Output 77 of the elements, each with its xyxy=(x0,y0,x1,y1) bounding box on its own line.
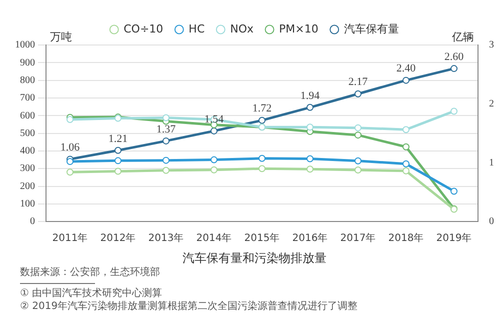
text: ② 2019年汽车污染物排放量测算根据第二次全国污染源普查情况进行了调整 xyxy=(20,300,359,313)
x-tick-label: 2016年 xyxy=(292,232,328,244)
data-label: 2.40 xyxy=(396,62,416,75)
y-tick-label: 400 xyxy=(20,146,35,157)
point xyxy=(210,166,218,174)
legend-label: PM×10 xyxy=(279,22,318,36)
point xyxy=(306,166,314,173)
point xyxy=(402,76,410,84)
x-tick-label: 2018年 xyxy=(388,232,424,244)
point xyxy=(354,90,362,98)
point xyxy=(114,146,122,154)
point xyxy=(402,167,410,174)
y-tick-label: 600 xyxy=(20,110,35,122)
point xyxy=(114,168,122,175)
text: ① 由中国汽车技术研究中心测算 xyxy=(20,287,164,300)
y-tick-label: 700 xyxy=(20,92,35,104)
legend-label: HC xyxy=(188,22,205,36)
x-tick-label: 2017年 xyxy=(340,232,376,244)
data-label: 2.17 xyxy=(348,76,368,88)
y2-tick-label: 0 xyxy=(489,216,494,228)
point xyxy=(450,188,458,195)
point xyxy=(306,104,314,111)
y2-tick-label: 2 xyxy=(489,98,494,110)
point xyxy=(162,166,170,174)
y-tick-label: 300 xyxy=(20,163,35,174)
data-label: 1.37 xyxy=(156,123,176,136)
x-tick-label: 2011年 xyxy=(52,232,88,244)
y-tick-label: 0 xyxy=(30,216,35,228)
point xyxy=(306,124,314,131)
data-label: 1.06 xyxy=(60,142,80,154)
data-label: 1.21 xyxy=(108,132,128,145)
source-note: 数据来源：公安部，生态环境部 xyxy=(20,266,161,279)
point xyxy=(210,127,218,134)
y-tick-label: 1000 xyxy=(15,40,35,51)
y-tick-label: 200 xyxy=(20,180,35,192)
y-tick-label: 100 xyxy=(20,198,35,210)
y2-tick-label: 3 xyxy=(489,40,494,51)
y2-axis-title: 亿辆 xyxy=(451,30,474,44)
data-label: 1.94 xyxy=(300,90,320,102)
point xyxy=(354,166,362,174)
legend-label: CO÷10 xyxy=(124,22,164,36)
legend-label: 汽车保有量 xyxy=(344,22,399,36)
point xyxy=(306,155,314,162)
y-axis-title: 万吨 xyxy=(50,30,72,44)
point xyxy=(450,65,458,72)
legend-label: NOx xyxy=(230,22,254,36)
point xyxy=(210,156,218,164)
data-label: 1.72 xyxy=(252,102,272,115)
y-tick-label: 900 xyxy=(20,57,35,68)
point xyxy=(354,132,362,139)
point xyxy=(402,160,410,168)
point xyxy=(402,126,410,134)
point xyxy=(66,116,74,124)
point xyxy=(258,154,266,162)
point xyxy=(258,116,266,124)
text: 汽车保有量和污染物排放量 xyxy=(182,250,326,265)
point xyxy=(162,114,170,122)
point xyxy=(162,137,170,144)
point xyxy=(354,124,362,132)
x-tick-label: 2014年 xyxy=(196,232,232,244)
point xyxy=(162,156,170,164)
point xyxy=(402,143,410,150)
y-tick-label: 500 xyxy=(20,128,35,139)
data-label: 1.54 xyxy=(204,113,224,126)
y2-tick-label: 1 xyxy=(489,157,494,168)
x-tick-label: 2019年 xyxy=(436,232,472,244)
point xyxy=(66,168,74,176)
point xyxy=(258,165,266,172)
x-tick-label: 2013年 xyxy=(148,232,184,244)
point xyxy=(66,158,74,166)
point xyxy=(354,157,362,164)
x-tick-label: 2012年 xyxy=(100,232,136,244)
y-tick-label: 800 xyxy=(20,74,35,86)
x-tick-label: 2015年 xyxy=(244,232,280,244)
point xyxy=(114,157,122,164)
point xyxy=(450,108,458,115)
data-label: 2.60 xyxy=(444,50,464,63)
